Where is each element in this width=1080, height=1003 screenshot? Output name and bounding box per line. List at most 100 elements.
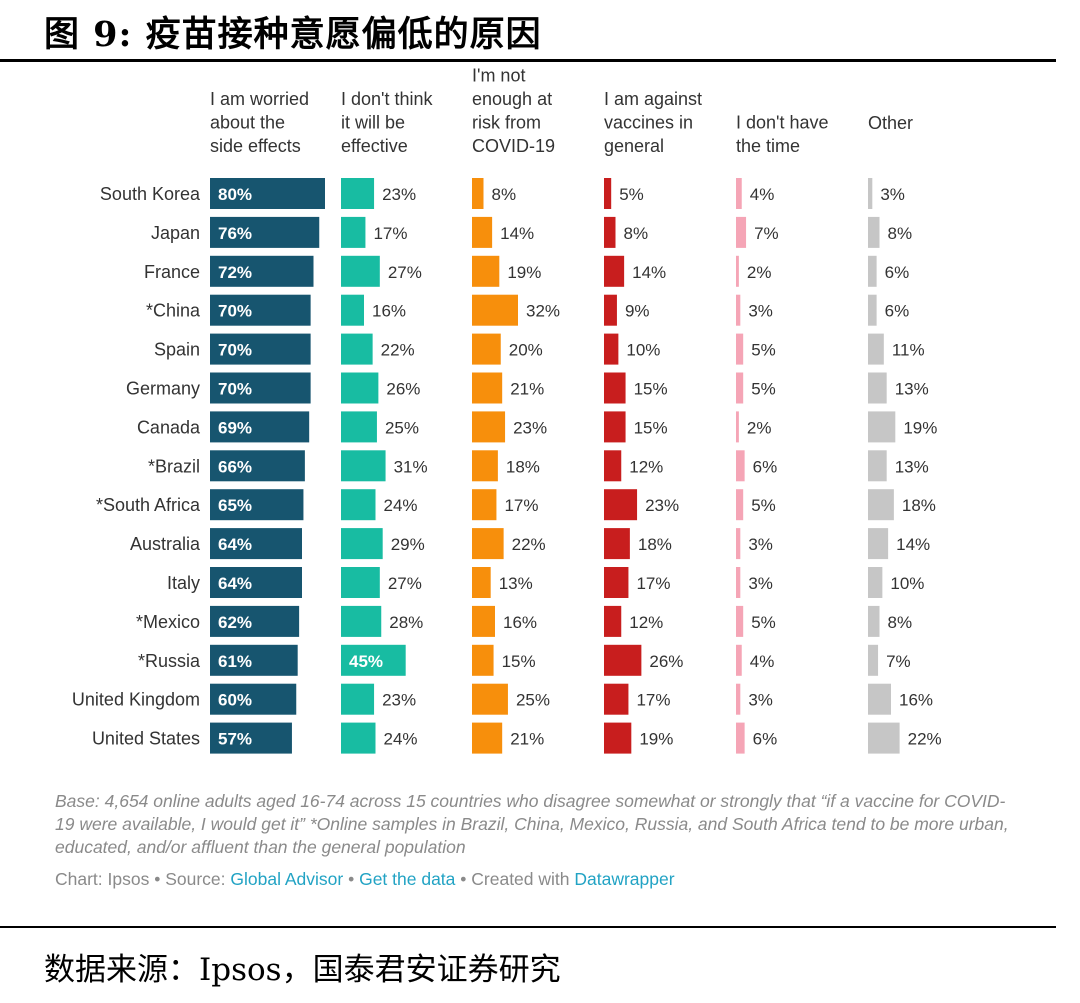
- value-label: 7%: [886, 652, 911, 671]
- bar-not_at_risk: [472, 333, 501, 365]
- value-label: 80%: [218, 185, 252, 204]
- country-label: Italy: [167, 573, 200, 593]
- bar-against: [604, 216, 616, 248]
- value-label: 18%: [638, 535, 672, 554]
- value-label: 27%: [388, 263, 422, 282]
- bar-other: [868, 294, 877, 326]
- bar-no_time: [736, 294, 741, 326]
- value-label: 25%: [385, 418, 419, 437]
- value-label: 8%: [624, 224, 649, 243]
- bar-no_time: [736, 644, 742, 676]
- bar-not_at_risk: [472, 528, 504, 560]
- value-label: 64%: [218, 574, 252, 593]
- value-label: 10%: [626, 341, 660, 360]
- bar-worried: [210, 722, 292, 754]
- value-label: 8%: [888, 224, 913, 243]
- credits-prefix: Chart: Ipsos • Source:: [55, 869, 231, 889]
- country-label: United States: [92, 729, 200, 749]
- bar-worried: [210, 178, 325, 209]
- bar-not_effective: [341, 450, 386, 482]
- bar-not_at_risk: [472, 683, 508, 715]
- value-label: 13%: [895, 457, 929, 476]
- bar-no_time: [736, 333, 744, 365]
- value-label: 6%: [753, 730, 778, 749]
- bar-not_at_risk: [472, 216, 493, 248]
- value-label: 16%: [899, 691, 933, 710]
- chart-credits: Chart: Ipsos • Source: Global Advisor • …: [55, 869, 675, 890]
- value-label: 18%: [506, 457, 540, 476]
- value-label: 19%: [507, 263, 541, 282]
- bar-worried: [210, 644, 298, 676]
- bar-not_at_risk: [472, 372, 503, 404]
- bar-other: [868, 372, 887, 404]
- country-label: Japan: [151, 223, 200, 243]
- column-header-other: Other: [868, 113, 913, 133]
- bar-not_effective: [341, 372, 379, 404]
- bar-no_time: [736, 605, 744, 637]
- bar-against: [604, 683, 629, 715]
- bar-against: [604, 567, 629, 598]
- bar-not_at_risk: [472, 722, 503, 754]
- bar-not_effective: [341, 644, 406, 676]
- bar-against: [604, 605, 622, 637]
- bar-worried: [210, 294, 311, 326]
- value-label: 26%: [649, 652, 683, 671]
- value-label: 17%: [636, 691, 670, 710]
- bar-other: [868, 528, 889, 560]
- value-label: 15%: [502, 652, 536, 671]
- bar-not_at_risk: [472, 255, 500, 287]
- value-label: 5%: [751, 613, 776, 632]
- bar-other: [868, 683, 891, 715]
- bar-other: [868, 489, 894, 521]
- bar-worried: [210, 489, 304, 521]
- bar-no_time: [736, 722, 745, 754]
- value-label: 5%: [751, 496, 776, 515]
- value-label: 20%: [509, 341, 543, 360]
- value-label: 13%: [895, 380, 929, 399]
- bar-worried: [210, 450, 305, 482]
- bar-not_effective: [341, 567, 380, 598]
- bar-other: [868, 411, 896, 443]
- value-label: 65%: [218, 496, 252, 515]
- value-label: 8%: [492, 185, 517, 204]
- value-label: 22%: [512, 535, 546, 554]
- chart: I am worried about the side effects I don't…: [72, 66, 942, 754]
- value-label: 18%: [902, 496, 936, 515]
- country-label: *Russia: [138, 651, 201, 671]
- value-label: 2%: [747, 263, 772, 282]
- country-label: *Brazil: [148, 456, 200, 476]
- value-label: 26%: [386, 380, 420, 399]
- value-label: 7%: [754, 224, 779, 243]
- datawrapper-link[interactable]: Datawrapper: [574, 869, 675, 889]
- bar-not_at_risk: [472, 489, 497, 521]
- bar-not_effective: [341, 294, 364, 326]
- value-label: 19%: [639, 730, 673, 749]
- bar-worried: [210, 683, 297, 715]
- value-label: 23%: [382, 691, 416, 710]
- value-label: 12%: [629, 457, 663, 476]
- value-label: 16%: [372, 302, 406, 321]
- bar-not_at_risk: [472, 294, 518, 326]
- value-label: 21%: [510, 380, 544, 399]
- value-label: 23%: [513, 418, 547, 437]
- value-label: 24%: [384, 730, 418, 749]
- value-label: 4%: [750, 652, 775, 671]
- bar-other: [868, 567, 883, 598]
- bar-worried: [210, 255, 314, 287]
- value-label: 70%: [218, 341, 252, 360]
- value-label: 10%: [890, 574, 924, 593]
- value-label: 24%: [384, 496, 418, 515]
- get-data-link[interactable]: Get the data: [359, 869, 456, 889]
- value-label: 6%: [885, 263, 910, 282]
- value-label: 72%: [218, 263, 252, 282]
- value-label: 57%: [218, 730, 252, 749]
- value-label: 14%: [632, 263, 666, 282]
- value-label: 22%: [381, 341, 415, 360]
- bar-worried: [210, 333, 311, 365]
- bar-against: [604, 450, 622, 482]
- country-label: United Kingdom: [72, 690, 200, 710]
- value-label: 3%: [880, 185, 905, 204]
- value-label: 3%: [748, 535, 773, 554]
- bar-not_effective: [341, 528, 383, 560]
- source-link[interactable]: Global Advisor: [230, 869, 344, 889]
